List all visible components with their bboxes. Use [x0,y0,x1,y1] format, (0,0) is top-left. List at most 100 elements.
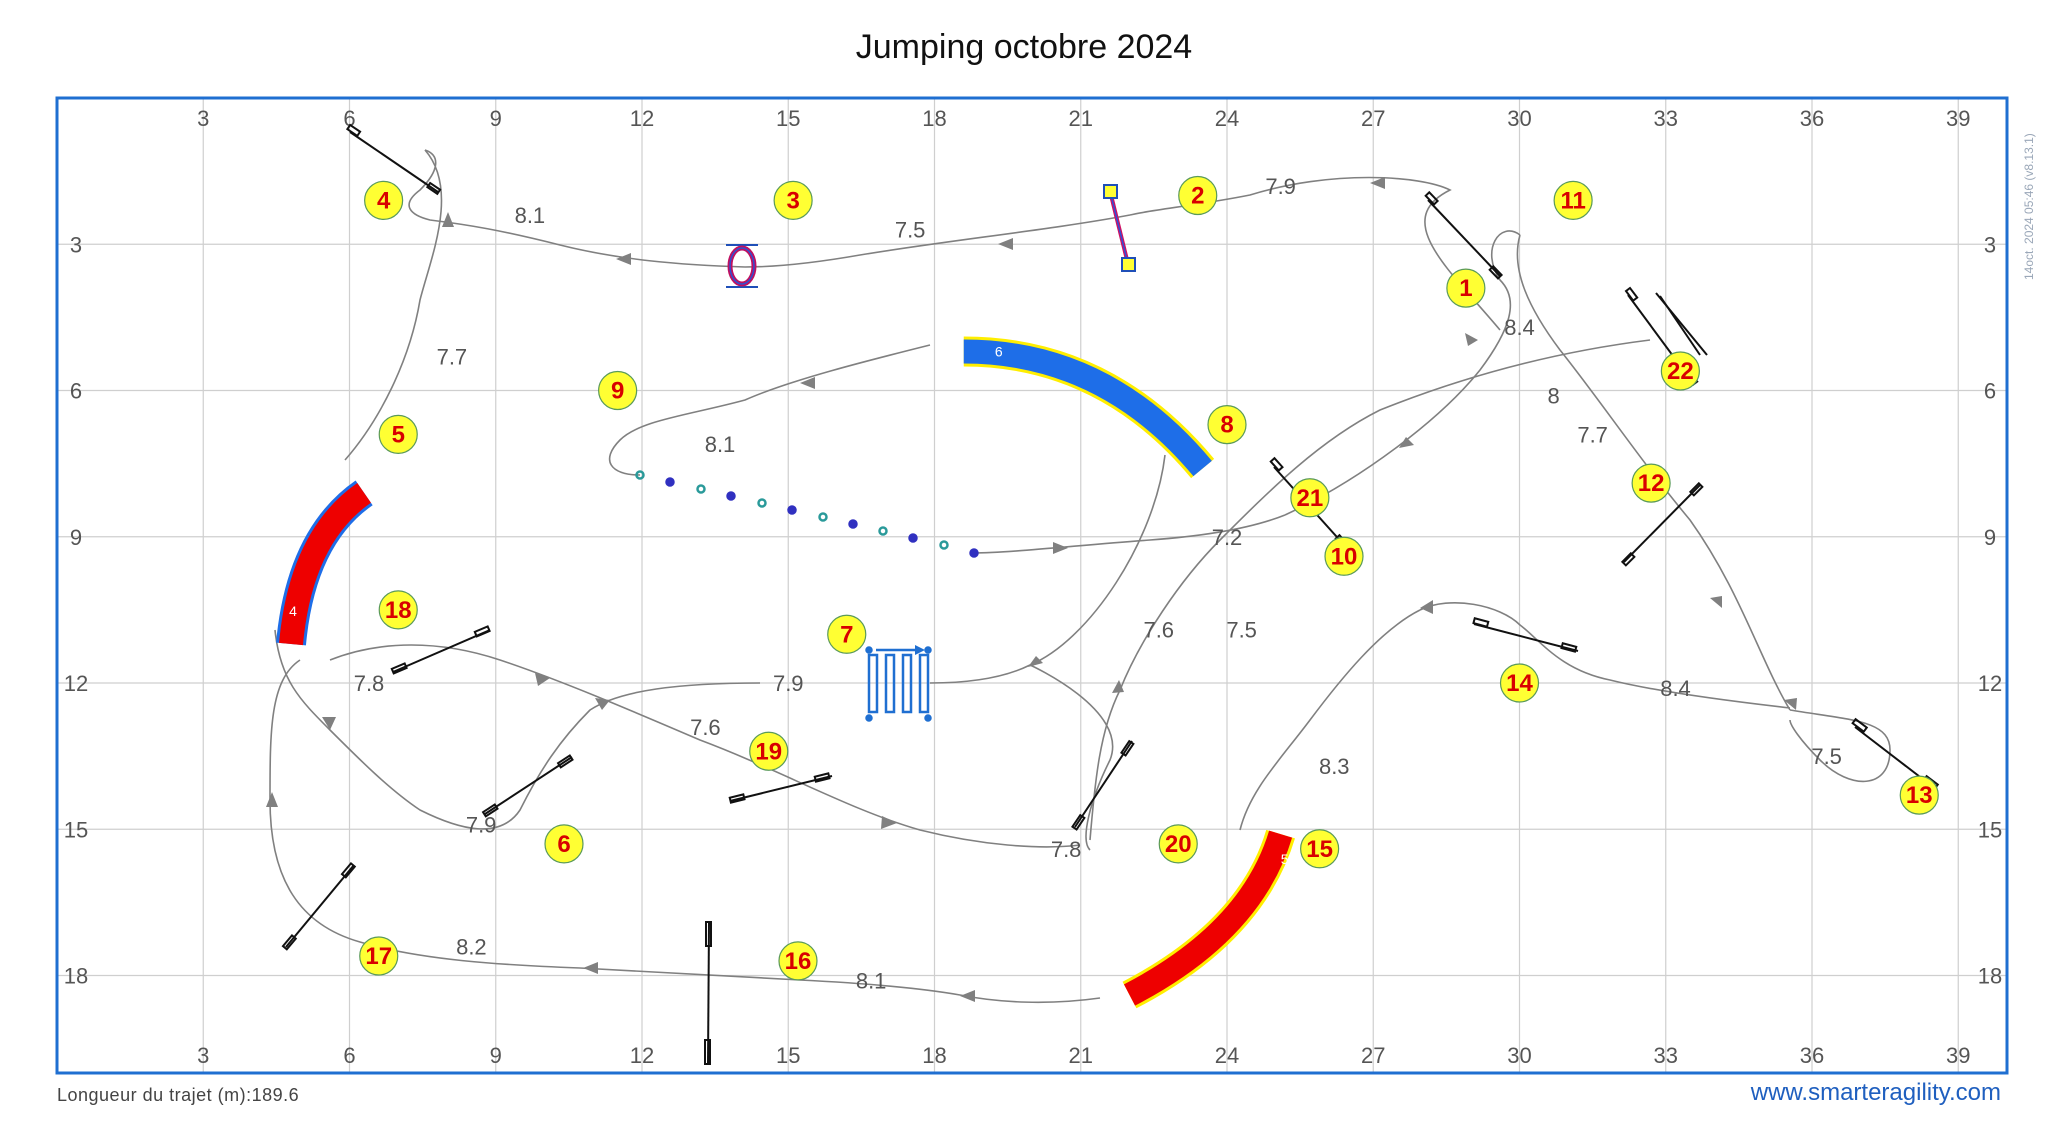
svg-text:1: 1 [1459,275,1472,302]
tunnels: 4 6 5 [276,336,1295,1009]
jump-20 [1071,739,1135,831]
x-tick-bottom: 6 [343,1043,355,1068]
y-tick-right: 12 [1978,671,2002,696]
x-tick-top: 18 [922,106,946,131]
jump-1 [1424,190,1504,280]
y-tick-right: 6 [1984,379,1996,404]
svg-text:21: 21 [1297,485,1324,512]
distance-label: 7.2 [1212,525,1243,550]
x-tick-top: 36 [1800,106,1824,131]
path-arrows [266,177,1797,1002]
distance-label: 7.9 [773,671,804,696]
obstacle-number-9: 9 [598,370,638,411]
distance-label: 7.6 [1143,617,1174,642]
x-tick-bottom: 18 [922,1043,946,1068]
arrow [1399,437,1414,448]
y-tick-right: 18 [1978,964,2002,989]
version-stamp: 14oct. 2024 05:46 (v8.13.1) [2022,133,2036,280]
svg-text:15: 15 [1306,836,1333,863]
y-tick-right: 3 [1984,232,1996,257]
path-14-15 [1239,609,1421,831]
arrow [616,253,631,265]
arrow [1465,333,1478,346]
path-2-3 [744,214,1131,268]
y-tick-right: 9 [1984,525,1996,550]
x-tick-bottom: 36 [1800,1043,1824,1068]
obstacle-number-2: 2 [1178,175,1218,216]
x-axis-ticks: 3366991212151518182121242427273030333336… [197,106,1970,1068]
svg-text:4: 4 [377,187,391,214]
obstacle-number-5: 5 [378,414,418,454]
distance-label: 8.1 [515,203,546,228]
path-16-17 [269,659,581,969]
x-tick-top: 21 [1069,106,1093,131]
obstacle-number-17: 17 [359,936,399,976]
distance-label: 7.8 [1051,837,1082,862]
arrow [800,377,815,389]
distance-label: 7.7 [437,344,468,369]
y-tick-left: 12 [64,671,88,696]
y-tick-left: 15 [64,817,88,842]
svg-text:10: 10 [1331,543,1358,570]
obstacle-number-7: 7 [827,614,867,654]
jump-12 [1620,481,1704,567]
distance-labels: 7.9 7.5 8.1 7.7 8.1 7.2 8.4 8 7.7 7.6 7.5 7.8 7.9 7.6… [354,174,1842,994]
tunnel-label: 4 [289,603,297,619]
x-tick-top: 39 [1946,106,1970,131]
svg-text:9: 9 [611,378,624,405]
obstacle-number-4: 4 [364,180,404,220]
obstacle-number-1: 1 [1446,268,1486,308]
svg-text:20: 20 [1165,831,1192,858]
weave-poles [635,470,979,558]
arrow [595,698,610,710]
tunnel-5: 5 [1122,829,1295,1009]
arrow [266,792,278,807]
x-tick-bottom: 24 [1215,1043,1239,1068]
obstacle-number-20: 20 [1158,824,1198,864]
path-20-10 [1089,339,1651,841]
distance-label: 8.4 [1504,315,1535,340]
x-tick-top: 9 [490,106,502,131]
svg-text:6: 6 [557,831,570,858]
svg-text:14: 14 [1506,670,1533,697]
tunnel-label: 5 [1281,851,1289,867]
path-7-20 [1029,664,1114,851]
jump-4 [345,123,442,196]
path-5-17-18 [274,629,761,830]
y-tick-left: 18 [64,964,88,989]
x-tick-top: 24 [1215,106,1239,131]
arrow [583,962,598,974]
arrow [1370,177,1385,189]
x-tick-top: 30 [1507,106,1531,131]
arrow [1420,600,1433,614]
path-15-16 [579,967,1101,1004]
path-12-13 [1789,709,1891,783]
distance-label: 7.9 [1265,174,1296,199]
arrow [1053,542,1068,554]
website-link[interactable]: www.smarteragility.com [1750,1079,2001,1106]
y-tick-left: 9 [70,525,82,550]
svg-text:3: 3 [786,187,799,214]
arrow [1784,698,1797,710]
obstacle-number-18: 18 [378,590,418,630]
x-tick-top: 6 [343,106,355,131]
distance-label: 8 [1548,383,1560,408]
arrow [1112,680,1124,693]
x-tick-top: 27 [1361,106,1385,131]
path-13-14 [1419,602,1791,709]
arrow [535,673,550,686]
distance-label: 8.1 [705,432,736,457]
path-length: Longueur du trajet (m):189.6 [57,1085,300,1105]
arrow [322,717,336,730]
x-tick-top: 15 [776,106,800,131]
tunnel-4: 4 [276,480,374,646]
jump-17 [281,861,357,951]
svg-text:22: 22 [1667,358,1694,385]
distance-label: 7.7 [1577,422,1608,447]
x-tick-top: 3 [197,106,209,131]
arrow [881,816,897,829]
page-title: Jumping octobre 2024 [855,28,1193,66]
